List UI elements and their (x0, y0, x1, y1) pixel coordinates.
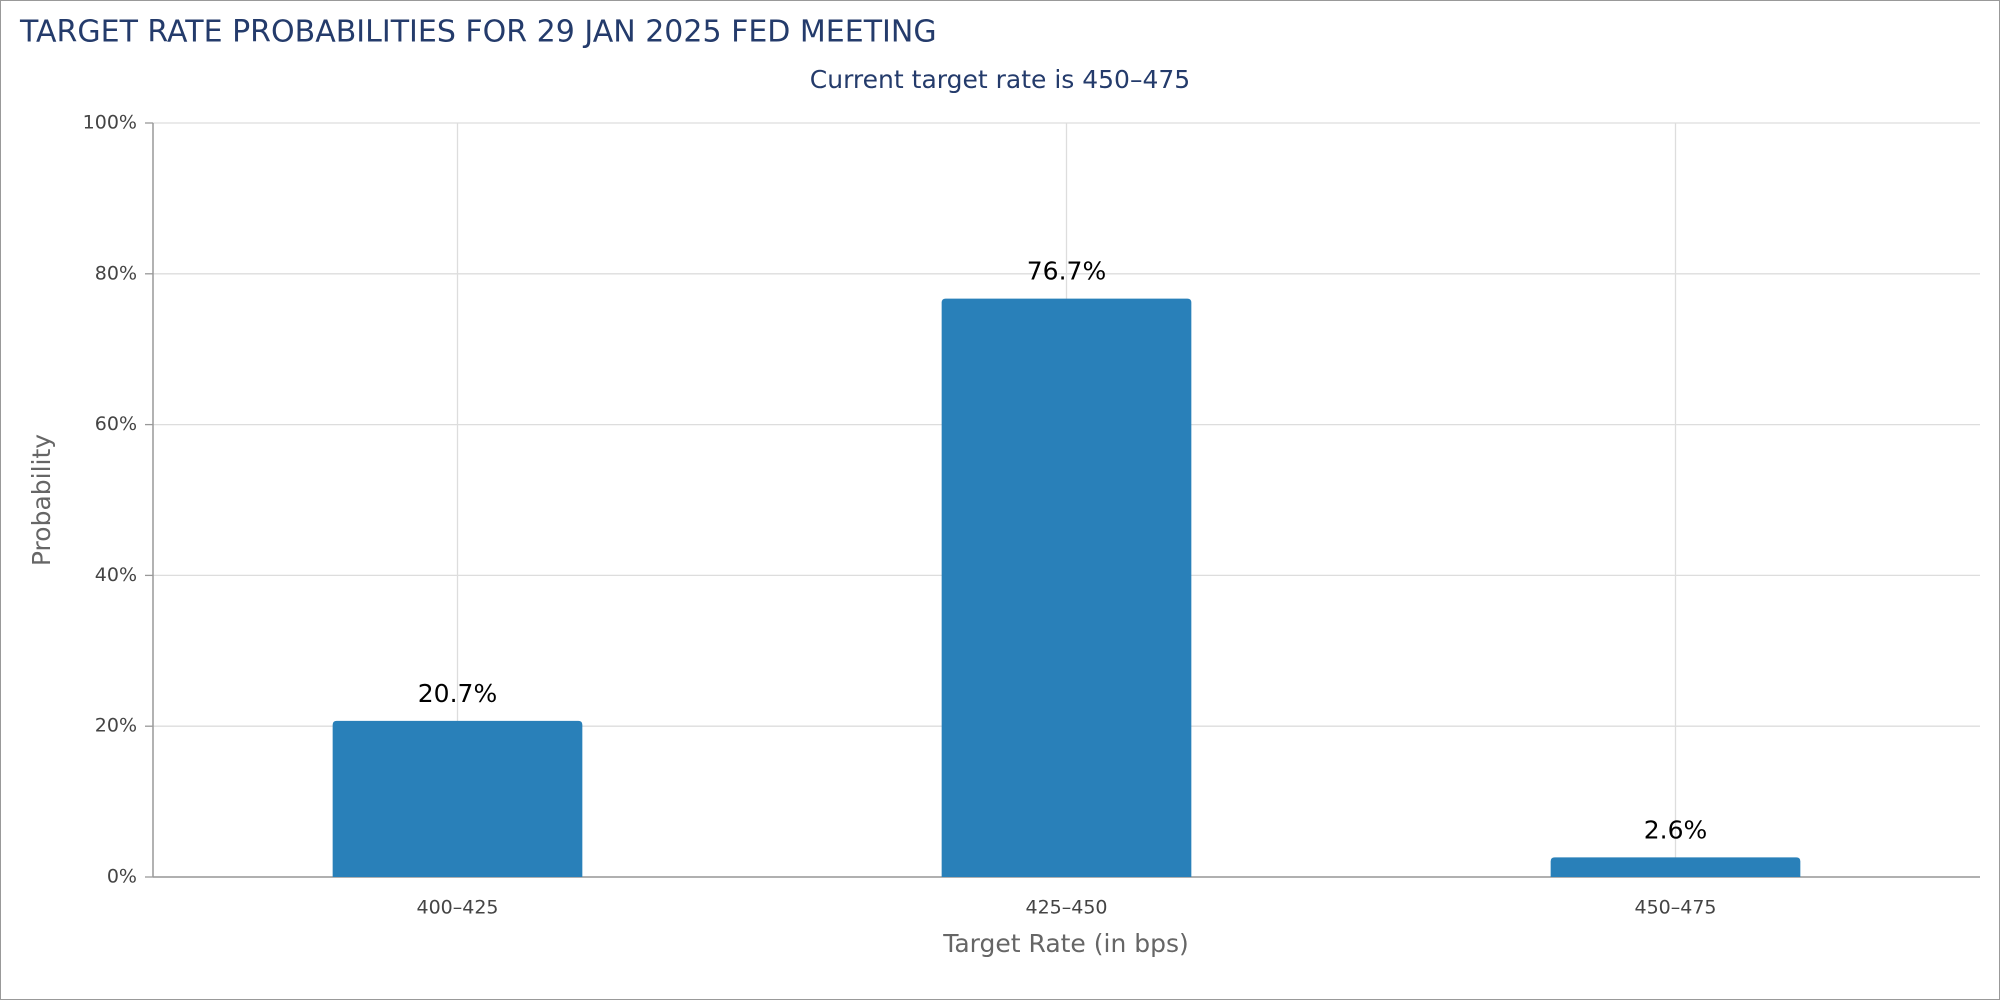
y-axis-title: Probability (27, 434, 56, 566)
y-tick-label: 100% (83, 112, 137, 134)
y-tick-label: 80% (95, 262, 137, 284)
x-tick-label: 400–425 (416, 897, 498, 919)
chart-title: TARGET RATE PROBABILITIES FOR 29 JAN 202… (19, 15, 937, 50)
chart-subtitle: Current target rate is 450–475 (810, 65, 1190, 94)
x-axis-title: Target Rate (in bps) (942, 929, 1189, 958)
data-label: 20.7% (418, 679, 497, 708)
y-tick-label: 40% (95, 564, 137, 586)
bar (332, 720, 583, 877)
y-tick-label: 20% (95, 715, 137, 737)
bar (941, 298, 1192, 877)
data-label: 76.7% (1027, 257, 1106, 286)
x-tick-label: 425–450 (1025, 897, 1107, 919)
x-tick-label: 450–475 (1634, 897, 1716, 919)
data-label: 2.6% (1644, 815, 1708, 844)
y-tick-label: 60% (95, 413, 137, 435)
y-tick-label: 0% (107, 866, 137, 888)
bar (1550, 857, 1801, 877)
